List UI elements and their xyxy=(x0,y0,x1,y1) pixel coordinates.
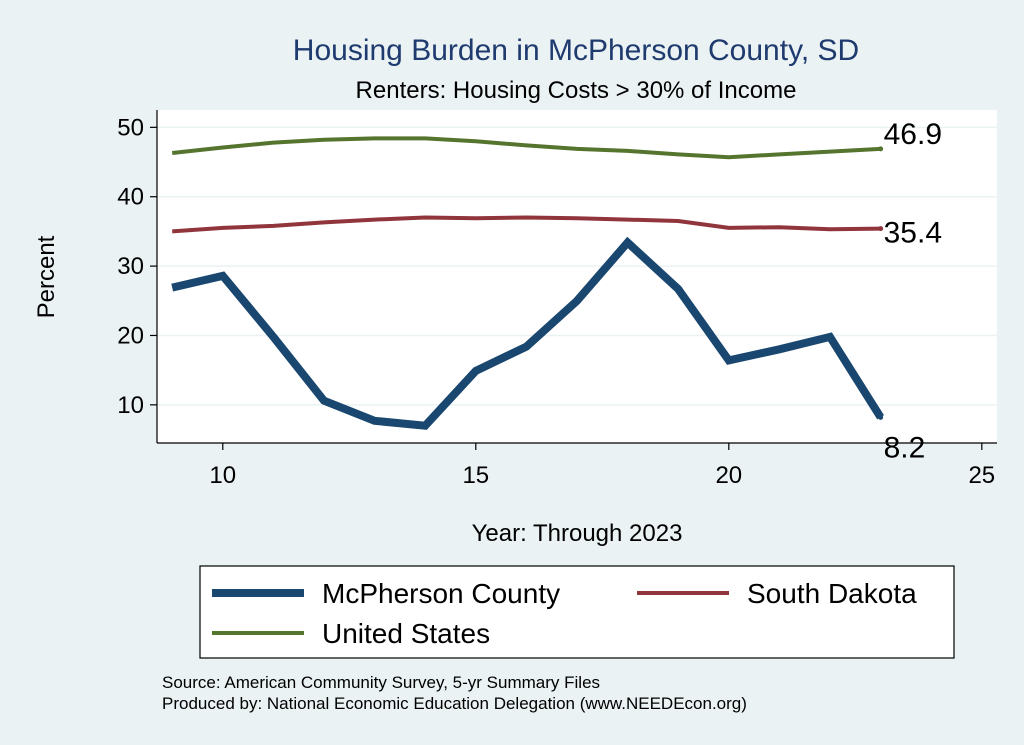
series-end-point xyxy=(878,226,884,232)
series-line-united-states xyxy=(171,136,881,160)
y-tick-label: 20 xyxy=(117,322,144,349)
series-lines xyxy=(171,136,884,430)
legend: McPherson County South Dakota United State… xyxy=(212,578,917,649)
end-label-mcpherson-county: 8.2 xyxy=(884,431,926,464)
y-tick-label: 10 xyxy=(117,392,144,419)
x-tick-label: 15 xyxy=(462,462,489,489)
y-axis-title: Percent xyxy=(33,235,60,318)
source-note: Source: American Community Survey, 5-yr … xyxy=(162,673,600,692)
legend-label: South Dakota xyxy=(747,578,917,609)
chart-title: Housing Burden in McPherson County, SD xyxy=(293,34,859,67)
legend-label: United States xyxy=(322,618,490,649)
producer-note: Produced by: National Economic Education… xyxy=(162,694,747,713)
x-tick-label: 20 xyxy=(715,462,742,489)
grid-lines xyxy=(157,126,997,406)
series-line-south-dakota xyxy=(172,215,881,234)
x-axis-title: Year: Through 2023 xyxy=(472,520,683,547)
chart-subtitle: Renters: Housing Costs > 30% of Income xyxy=(356,77,797,104)
series-line-mcpherson-county xyxy=(171,236,884,430)
end-labels: 8.2 35.4 46.9 xyxy=(884,118,942,464)
end-label-south-dakota: 35.4 xyxy=(884,217,942,250)
legend-label: McPherson County xyxy=(322,578,560,609)
y-tick-label: 40 xyxy=(117,184,144,211)
axis-ticks: 10 20 30 40 50 10 15 20 25 xyxy=(117,114,995,489)
plot-area xyxy=(157,110,997,443)
end-label-united-states: 46.9 xyxy=(884,118,942,151)
legend-box xyxy=(199,565,955,659)
x-tick-label: 25 xyxy=(968,462,995,489)
series-end-point xyxy=(878,414,884,420)
y-tick-label: 50 xyxy=(117,114,144,141)
series-end-point xyxy=(878,146,884,152)
y-tick-label: 30 xyxy=(117,253,144,280)
x-tick-label: 10 xyxy=(209,462,236,489)
